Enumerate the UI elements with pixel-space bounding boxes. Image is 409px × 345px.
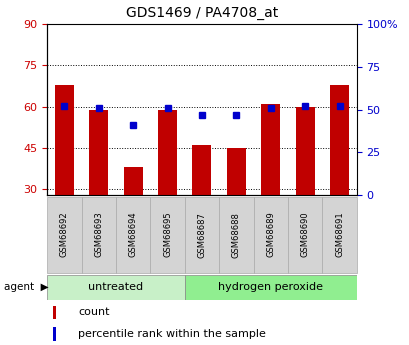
- Bar: [53, 306, 56, 319]
- Text: GSM68691: GSM68691: [334, 212, 343, 257]
- Bar: [192, 145, 211, 195]
- FancyBboxPatch shape: [116, 197, 150, 273]
- Text: count: count: [78, 307, 109, 317]
- Text: GSM68690: GSM68690: [300, 212, 309, 257]
- Text: agent  ▶: agent ▶: [4, 282, 48, 292]
- Title: GDS1469 / PA4708_at: GDS1469 / PA4708_at: [126, 6, 277, 20]
- FancyBboxPatch shape: [287, 197, 321, 273]
- Bar: [295, 107, 314, 195]
- FancyBboxPatch shape: [47, 197, 81, 273]
- Text: GSM68688: GSM68688: [231, 212, 240, 257]
- Text: GSM68687: GSM68687: [197, 212, 206, 257]
- Bar: [55, 85, 74, 195]
- Text: percentile rank within the sample: percentile rank within the sample: [78, 329, 265, 339]
- FancyBboxPatch shape: [150, 197, 184, 273]
- FancyBboxPatch shape: [253, 197, 287, 273]
- FancyBboxPatch shape: [218, 197, 253, 273]
- FancyBboxPatch shape: [321, 197, 356, 273]
- FancyBboxPatch shape: [184, 197, 218, 273]
- Bar: [226, 148, 245, 195]
- Bar: [124, 167, 142, 195]
- Text: untreated: untreated: [88, 282, 143, 292]
- Bar: [158, 109, 177, 195]
- Bar: [261, 104, 279, 195]
- FancyBboxPatch shape: [47, 275, 184, 299]
- FancyBboxPatch shape: [184, 275, 356, 299]
- Bar: [53, 327, 56, 341]
- Text: GSM68692: GSM68692: [60, 212, 69, 257]
- Text: GSM68694: GSM68694: [128, 212, 137, 257]
- Text: GSM68695: GSM68695: [163, 212, 172, 257]
- Text: GSM68693: GSM68693: [94, 212, 103, 257]
- Text: GSM68689: GSM68689: [265, 212, 274, 257]
- Bar: [89, 109, 108, 195]
- Text: hydrogen peroxide: hydrogen peroxide: [218, 282, 322, 292]
- Bar: [329, 85, 348, 195]
- FancyBboxPatch shape: [81, 197, 116, 273]
